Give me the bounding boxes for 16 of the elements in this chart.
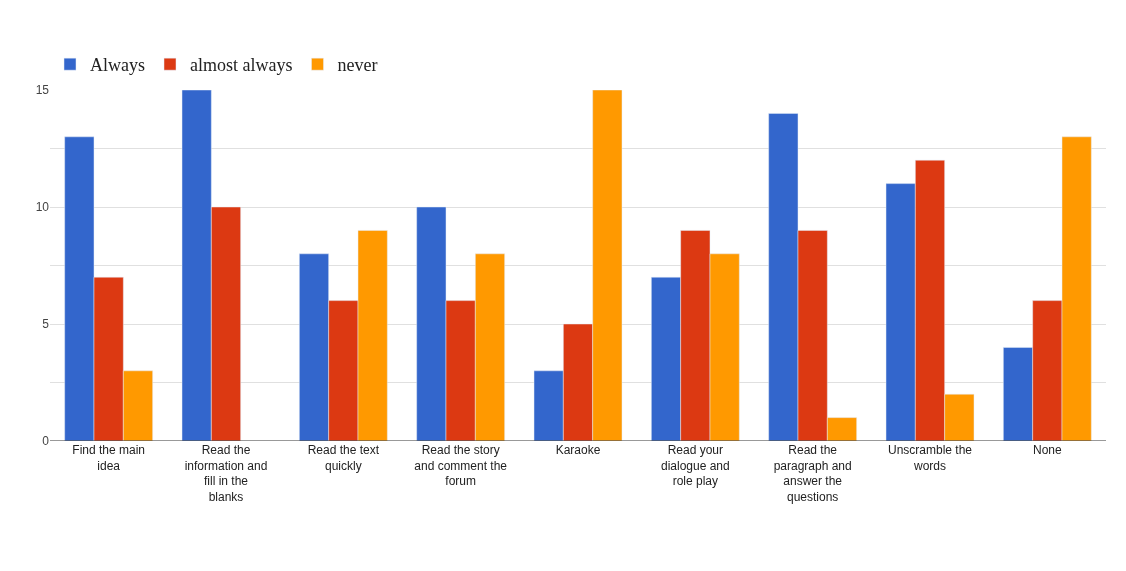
x-tick-label: Read the story and comment the forum [414,443,508,489]
x-tick-label: Karaoke [555,443,601,457]
x-tick-label: Read your dialogue and role play [660,443,730,489]
y-tick-label: 0 [42,434,50,449]
x-tick-label: None [1032,443,1062,457]
legend-label: never [337,55,378,76]
x-tick-label: Find the main idea [72,443,146,473]
x-tick-label: Unscramble the words [887,443,973,473]
x-tick-label: Read the paragraph and answer the questions [773,443,852,504]
legend-label: Always [90,55,145,76]
x-tick-label: Read the text quickly [307,443,380,473]
legend-label: almost always [190,55,293,76]
y-tick-label: 5 [42,317,50,332]
y-tick-label: 10 [35,200,50,215]
x-tick-label: Read the information and fill in the blanks [184,443,268,504]
y-tick-label: 15 [35,83,50,98]
